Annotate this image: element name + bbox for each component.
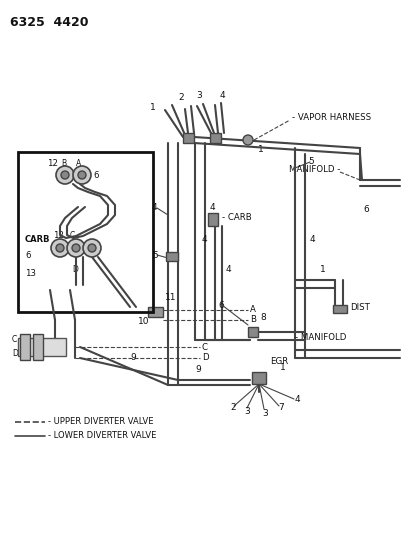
Text: 6: 6 — [218, 301, 223, 310]
Text: D: D — [202, 353, 208, 362]
Text: 2: 2 — [229, 402, 235, 411]
Text: 13: 13 — [25, 269, 36, 278]
Text: 8: 8 — [259, 313, 265, 322]
Text: 1: 1 — [257, 146, 263, 155]
Text: CARB: CARB — [25, 236, 50, 245]
Circle shape — [56, 166, 74, 184]
Text: 4: 4 — [220, 92, 225, 101]
Text: 4: 4 — [202, 236, 207, 245]
Text: 7: 7 — [277, 403, 283, 413]
Bar — [182, 133, 193, 143]
Text: - MANIFOLD: - MANIFOLD — [294, 334, 346, 343]
Bar — [332, 305, 346, 313]
Text: 11: 11 — [164, 294, 176, 303]
Bar — [33, 334, 43, 360]
Text: 1: 1 — [319, 265, 325, 274]
Bar — [148, 307, 163, 317]
Text: 3: 3 — [243, 408, 249, 416]
Circle shape — [78, 171, 86, 179]
Circle shape — [88, 244, 96, 252]
Text: C: C — [12, 335, 17, 344]
Bar — [247, 327, 257, 337]
Text: 12: 12 — [53, 230, 64, 239]
Bar — [252, 372, 265, 384]
Text: 9: 9 — [195, 366, 200, 375]
Text: 6: 6 — [25, 251, 30, 260]
Text: C: C — [202, 343, 207, 351]
Text: EGR: EGR — [270, 358, 288, 367]
Text: 6: 6 — [93, 171, 98, 180]
Bar — [18, 152, 153, 312]
Bar — [18, 338, 66, 356]
Text: - UPPER DIVERTER VALVE: - UPPER DIVERTER VALVE — [48, 417, 153, 426]
Text: 6: 6 — [362, 206, 368, 214]
Text: D: D — [12, 349, 18, 358]
Text: 4: 4 — [309, 236, 315, 245]
Text: D: D — [72, 265, 78, 274]
Text: A: A — [249, 305, 255, 314]
Circle shape — [73, 166, 91, 184]
Bar — [20, 334, 30, 360]
Text: A: A — [76, 158, 81, 167]
Text: B: B — [249, 316, 255, 325]
Bar — [209, 133, 220, 143]
Text: MANIFOLD -: MANIFOLD - — [288, 166, 339, 174]
Text: 1: 1 — [279, 364, 285, 373]
Circle shape — [51, 239, 69, 257]
Text: 4: 4 — [294, 395, 300, 405]
Circle shape — [61, 171, 69, 179]
Text: DIST: DIST — [349, 303, 369, 311]
Text: B: B — [61, 158, 66, 167]
Text: 2: 2 — [178, 93, 183, 102]
Circle shape — [67, 239, 85, 257]
Text: C: C — [70, 230, 75, 239]
Circle shape — [243, 135, 252, 145]
Text: 5: 5 — [307, 157, 313, 166]
Circle shape — [83, 239, 101, 257]
Text: 1: 1 — [150, 102, 155, 111]
Text: 3: 3 — [196, 91, 201, 100]
Bar — [166, 252, 178, 261]
Text: 4: 4 — [152, 204, 157, 213]
Text: - LOWER DIVERTER VALVE: - LOWER DIVERTER VALVE — [48, 432, 156, 440]
Text: - CARB: - CARB — [221, 214, 251, 222]
Text: 4: 4 — [209, 204, 215, 213]
Circle shape — [56, 244, 64, 252]
Text: 5: 5 — [152, 251, 157, 260]
Text: 6325  4420: 6325 4420 — [10, 15, 88, 28]
Text: 10: 10 — [138, 318, 149, 327]
Bar — [207, 213, 218, 226]
Circle shape — [72, 244, 80, 252]
Text: 3: 3 — [261, 408, 267, 417]
Text: 9: 9 — [130, 353, 135, 362]
Text: 12: 12 — [47, 158, 58, 167]
Text: - VAPOR HARNESS: - VAPOR HARNESS — [291, 114, 370, 123]
Text: 4: 4 — [225, 265, 231, 274]
